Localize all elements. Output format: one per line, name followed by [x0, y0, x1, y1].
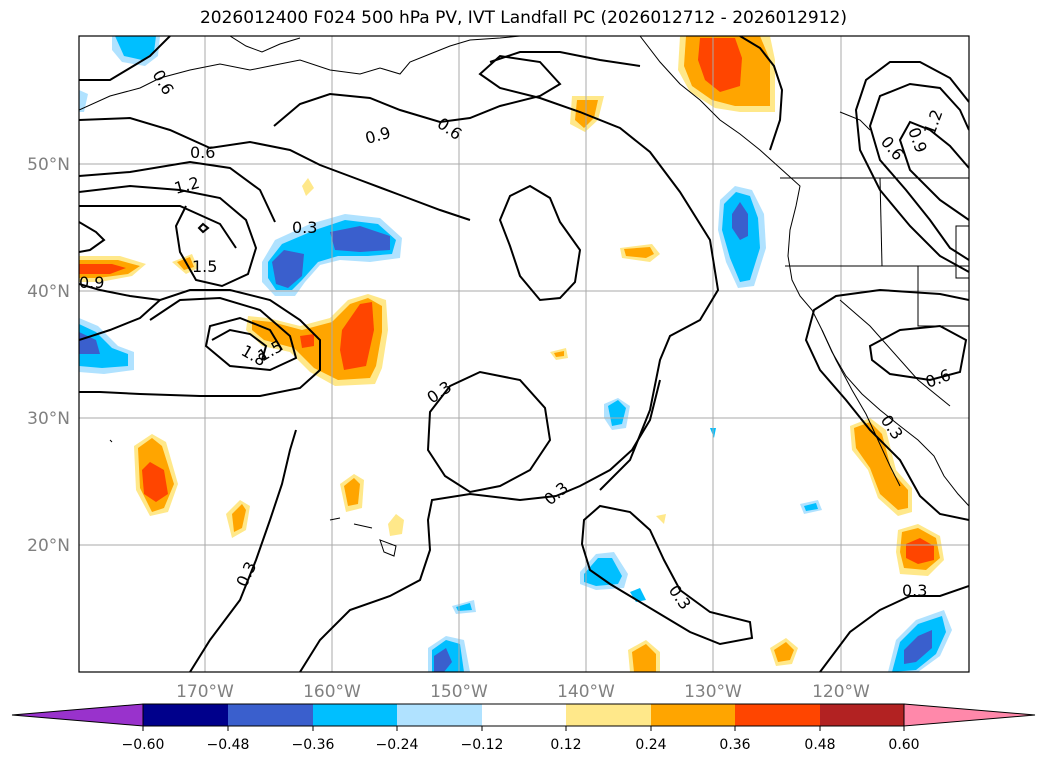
lat-tick-40: 40°N [27, 282, 70, 302]
chart-title: 2026012400 F024 500 hPa PV, IVT Landfall… [199, 8, 847, 28]
lat-tick-20: 20°N [27, 536, 70, 556]
graticule [79, 36, 969, 672]
colorbar-seg-1 [143, 704, 228, 726]
cb-tick-8: 0.36 [719, 737, 750, 753]
contour-0.6-north [79, 36, 171, 81]
pv-contours [79, 36, 969, 672]
cb-tick-2: −0.48 [207, 737, 250, 753]
clabel-16: 0.3 [902, 581, 927, 600]
contour-0.9 [273, 54, 720, 491]
cb-tick-1: −0.60 [122, 737, 165, 753]
colorbar-seg-7 [651, 704, 735, 726]
alaska-coast [79, 36, 521, 111]
lon-tick-160w: 160°W [303, 682, 361, 702]
contour-1.2 [79, 184, 258, 288]
shade-alaska-red [698, 38, 742, 92]
lat-tick-30: 30°N [27, 409, 70, 429]
contour-1.5-ring [149, 296, 298, 372]
colorbar-seg-5 [482, 704, 566, 726]
contour-0.3-eastpac [426, 370, 552, 494]
lat-axis: 50°N 40°N 30°N 20°N [27, 155, 70, 556]
map-area [79, 36, 969, 672]
cb-tick-4: −0.24 [376, 737, 419, 753]
colorbar-seg-4 [397, 704, 482, 726]
cb-tick-9: 0.48 [804, 737, 835, 753]
lon-tick-130w: 130°W [684, 682, 742, 702]
cb-tick-3: −0.36 [292, 737, 335, 753]
lon-tick-140w: 140°W [557, 682, 615, 702]
colorbar-seg-9 [820, 704, 904, 726]
lon-tick-120w: 120°W [812, 682, 870, 702]
cb-tick-5: −0.12 [461, 737, 504, 753]
cb-tick-7: 0.24 [635, 737, 666, 753]
clabel-4: 0.6 [190, 143, 215, 162]
colorbar-seg-6 [566, 704, 651, 726]
contour-0.3-south [189, 429, 297, 672]
colorbar-seg-2 [228, 704, 313, 726]
clabel-8: 0.3 [292, 218, 317, 237]
cb-tick-10: 0.60 [888, 737, 919, 753]
lat-tick-50: 50°N [27, 155, 70, 175]
colorbar-seg-8 [735, 704, 820, 726]
lon-tick-170w: 170°W [176, 682, 234, 702]
colorbar-seg-3 [313, 704, 397, 726]
contour-0.6-east [868, 82, 969, 261]
colorbar-extend-low [11, 703, 144, 727]
clabel-6: 1.5 [192, 257, 217, 276]
ivt-shading [79, 36, 952, 672]
clabel-7: 0.9 [79, 273, 104, 292]
colorbar: −0.60 −0.48 −0.36 −0.24 −0.12 0.12 0.24 … [11, 703, 1036, 753]
cb-tick-6: 0.12 [550, 737, 581, 753]
coastlines [79, 36, 969, 557]
lon-axis: 170°W 160°W 150°W 140°W 130°W 120°W [176, 682, 870, 702]
map-frame [78, 35, 970, 673]
lon-tick-150w: 150°W [430, 682, 488, 702]
colorbar-extend-high [903, 703, 1036, 727]
